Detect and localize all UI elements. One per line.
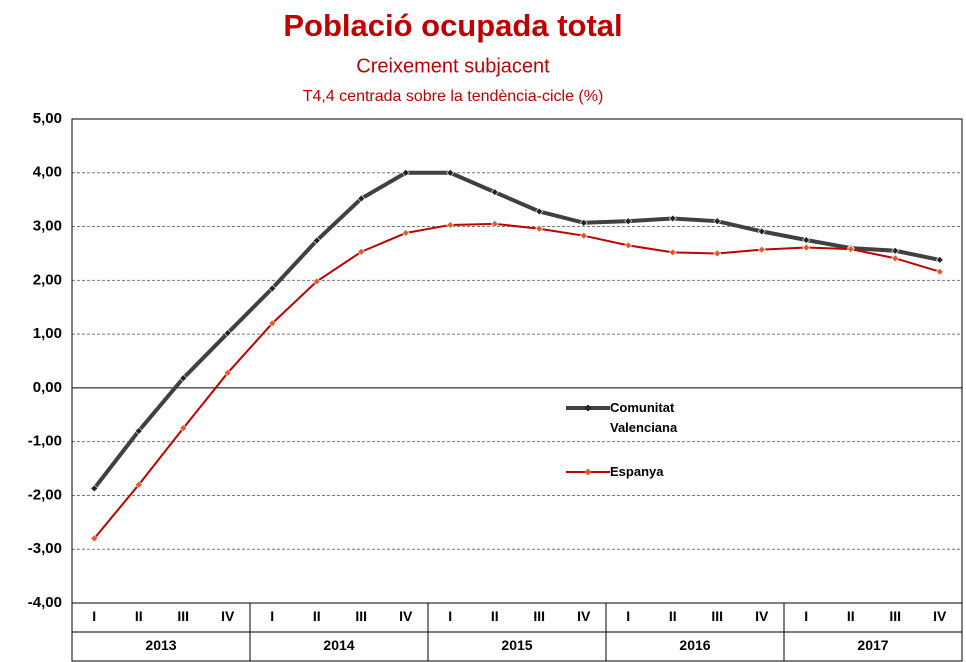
x-tick-label: III — [355, 608, 367, 624]
data-point — [490, 188, 499, 197]
x-tick-label: I — [626, 608, 630, 624]
y-tick-label: 0,00 — [33, 379, 62, 396]
data-point — [535, 224, 544, 233]
data-point — [935, 267, 944, 276]
legend-label: Comunitat Valenciana — [610, 400, 678, 435]
year-label: 2017 — [857, 637, 888, 653]
x-tick-label: I — [270, 608, 274, 624]
y-tick-label: 4,00 — [33, 164, 62, 181]
data-point — [802, 243, 811, 252]
data-point — [846, 245, 855, 254]
x-tick-label: IV — [577, 608, 591, 624]
legend-swatch — [566, 468, 610, 476]
chart-title: Població ocupada total — [283, 8, 622, 43]
x-tick-label: I — [804, 608, 808, 624]
y-tick-label: -2,00 — [28, 486, 62, 503]
x-tick-label: IV — [755, 608, 769, 624]
legend-item: Espanya — [566, 462, 700, 482]
x-tick-label: I — [448, 608, 452, 624]
year-label: 2013 — [145, 637, 176, 653]
data-point — [535, 207, 544, 216]
x-tick-label: III — [889, 608, 901, 624]
data-point — [446, 221, 455, 229]
data-point — [891, 254, 900, 263]
x-tick-label: II — [847, 608, 855, 624]
data-point — [757, 245, 766, 254]
x-tick-label: IV — [933, 608, 947, 624]
x-tick-label: III — [177, 608, 189, 624]
series-line — [93, 222, 941, 540]
data-point — [268, 284, 277, 293]
y-tick-label: 2,00 — [33, 271, 62, 288]
data-point — [134, 426, 143, 435]
data-point — [579, 231, 588, 240]
data-point — [490, 219, 499, 228]
data-point — [223, 329, 232, 337]
data-point — [446, 168, 455, 177]
data-point — [90, 534, 99, 543]
series-line — [92, 170, 941, 490]
x-tick-label: II — [491, 608, 499, 624]
data-point — [357, 247, 366, 256]
year-label: 2016 — [679, 637, 710, 653]
legend-swatch — [566, 404, 610, 412]
year-label: 2015 — [501, 637, 532, 653]
legend: Comunitat Valenciana Espanya — [566, 398, 700, 506]
x-tick-label: II — [313, 608, 321, 624]
data-point — [579, 218, 588, 227]
y-tick-label: 1,00 — [33, 325, 62, 342]
data-point — [223, 368, 232, 377]
x-tick-label: II — [669, 608, 677, 624]
data-point — [624, 241, 633, 250]
data-point — [312, 277, 321, 286]
data-point — [802, 236, 811, 244]
x-tick-label: III — [711, 608, 723, 624]
year-label: 2014 — [323, 637, 354, 653]
y-tick-label: 3,00 — [33, 218, 62, 235]
data-point — [891, 246, 900, 255]
x-tick-label: I — [92, 608, 96, 624]
y-tick-label: 5,00 — [33, 110, 62, 127]
legend-marker — [584, 468, 592, 476]
legend-item: Comunitat Valenciana — [566, 398, 700, 438]
data-point — [179, 374, 188, 383]
data-point — [401, 229, 410, 237]
data-point — [624, 217, 633, 226]
legend-marker — [584, 404, 592, 412]
data-point — [757, 227, 766, 236]
x-tick-label: III — [533, 608, 545, 624]
y-tick-label: -1,00 — [28, 433, 62, 450]
x-tick-label: II — [135, 608, 143, 624]
data-point — [90, 484, 99, 493]
legend-label: Espanya — [610, 464, 664, 479]
data-point — [268, 319, 277, 328]
y-tick-label: -4,00 — [28, 594, 62, 611]
chart-subtitle: T4,4 centrada sobre la tendència-cicle (… — [303, 88, 604, 105]
data-point — [935, 255, 944, 264]
data-point — [401, 168, 410, 177]
data-point — [357, 194, 366, 203]
data-point — [668, 248, 677, 257]
chart-subtitle: Creixement subjacent — [356, 55, 550, 77]
x-tick-label: IV — [221, 608, 235, 624]
x-tick-label: IV — [399, 608, 413, 624]
data-point — [713, 217, 722, 226]
y-tick-label: -3,00 — [28, 540, 62, 557]
plot-frame — [71, 118, 963, 604]
data-point — [312, 236, 321, 245]
data-point — [668, 214, 677, 223]
data-point — [713, 249, 722, 258]
data-point — [179, 424, 188, 433]
data-point — [134, 480, 143, 489]
